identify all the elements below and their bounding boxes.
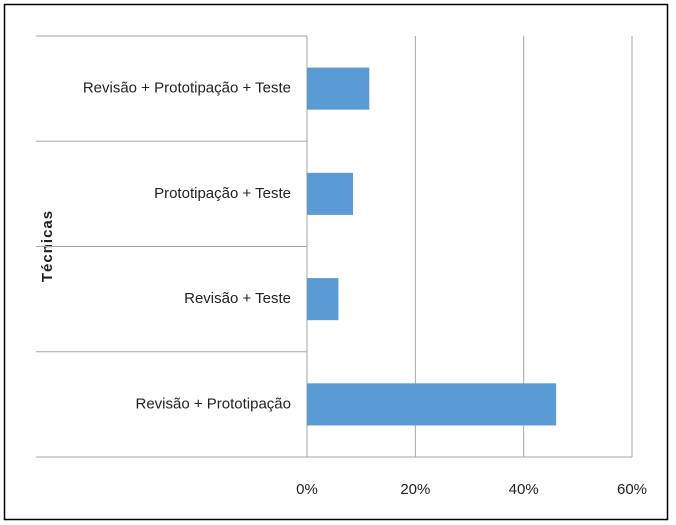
x-tick-label: 60% [617,481,647,498]
x-tick-label: 20% [400,481,430,498]
y-tick-label: Revisão + Teste [184,290,291,307]
y-tick-label: Revisão + Prototipação [135,395,291,412]
y-tick-label: Prototipação + Teste [154,185,291,202]
x-tick-label: 40% [509,481,539,498]
bar [307,383,557,426]
bar [307,172,354,215]
x-tick-label: 0% [296,481,318,498]
bar [307,278,339,321]
y-tick-label: Revisão + Prototipação + Teste [83,80,291,97]
bar [307,67,370,110]
